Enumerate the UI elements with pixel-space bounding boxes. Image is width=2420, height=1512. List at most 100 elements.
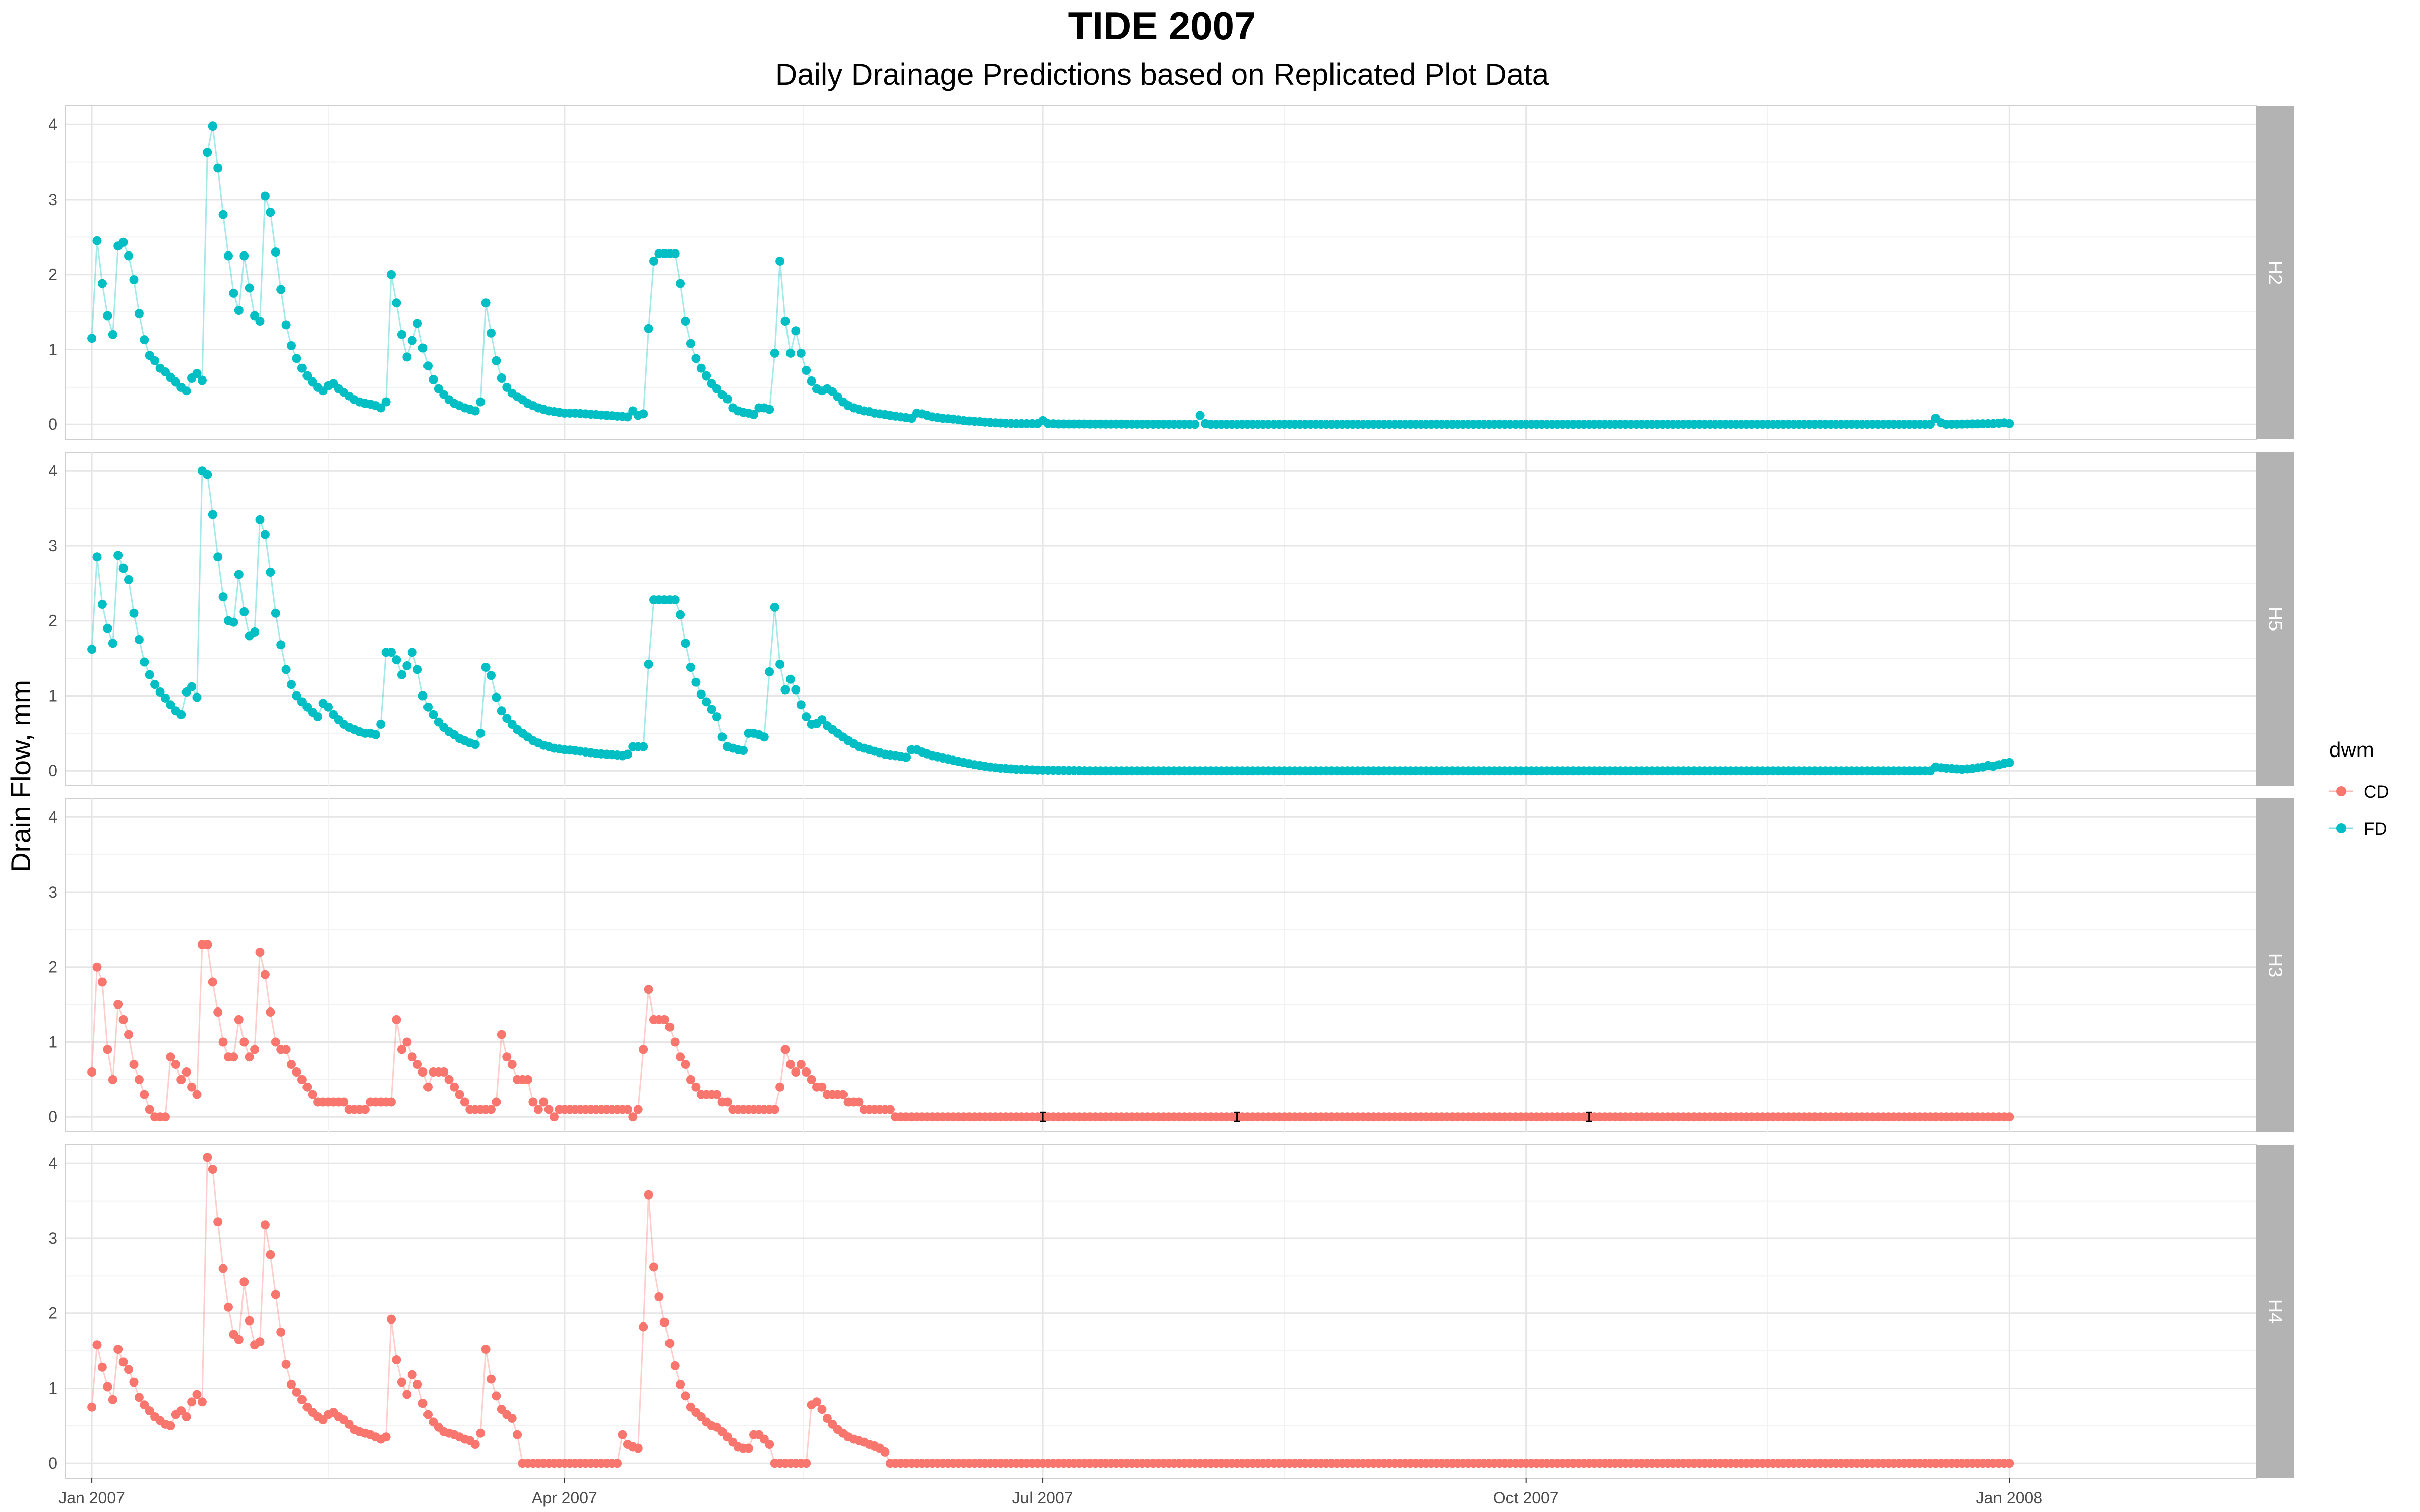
x-tick-label: Jan 2008	[1976, 1489, 2042, 1507]
data-point	[676, 1380, 685, 1389]
data-point	[765, 667, 774, 676]
data-point	[266, 1250, 275, 1259]
data-point	[297, 1395, 307, 1404]
data-point	[150, 356, 159, 365]
data-point	[770, 349, 779, 358]
data-point	[408, 1052, 417, 1061]
data-point	[208, 1165, 217, 1174]
data-point	[261, 530, 270, 539]
data-point	[87, 1403, 96, 1412]
data-point	[2005, 419, 2014, 428]
data-point	[382, 1432, 391, 1441]
data-point	[807, 376, 816, 386]
data-point	[219, 210, 228, 219]
data-point	[219, 592, 228, 601]
data-point	[119, 238, 128, 247]
data-point	[802, 1459, 811, 1468]
data-point	[135, 309, 144, 318]
data-point	[140, 335, 149, 344]
data-point	[208, 121, 217, 131]
data-point	[775, 660, 784, 669]
y-tick-label: 2	[48, 958, 57, 976]
data-point	[271, 1038, 280, 1047]
legend-item-CD: CD	[2329, 782, 2389, 802]
data-point	[550, 1112, 559, 1121]
data-point	[182, 1412, 191, 1421]
data-point	[775, 257, 784, 266]
data-point	[418, 1399, 428, 1408]
data-point	[649, 257, 658, 266]
data-point	[676, 610, 685, 619]
data-point	[424, 703, 433, 712]
data-point	[376, 720, 385, 729]
x-tick-label: Apr 2007	[532, 1489, 597, 1507]
data-point	[681, 317, 690, 326]
data-point	[481, 298, 491, 307]
legend-key	[2336, 786, 2346, 796]
data-point	[455, 1090, 464, 1099]
data-point	[492, 356, 501, 365]
data-point	[408, 1370, 417, 1379]
chart-subtitle: Daily Drainage Predictions based on Repl…	[775, 57, 1549, 91]
data-point	[676, 1052, 685, 1061]
facet-strip-label: H5	[2265, 607, 2286, 632]
y-tick-label: 1	[48, 340, 57, 358]
data-point	[691, 1083, 700, 1092]
data-point	[339, 1098, 348, 1107]
data-point	[418, 1067, 428, 1077]
data-point	[224, 251, 233, 261]
data-point	[256, 1337, 265, 1346]
data-point	[697, 690, 706, 699]
data-point	[124, 1030, 133, 1039]
data-point	[402, 352, 411, 361]
data-point	[812, 1397, 821, 1406]
data-point	[261, 970, 270, 979]
data-point	[671, 249, 680, 258]
data-point	[791, 1067, 800, 1077]
data-point	[623, 1105, 632, 1114]
data-point	[239, 1277, 249, 1286]
chart-title: TIDE 2007	[1068, 4, 1256, 48]
data-point	[108, 1395, 117, 1404]
data-point	[276, 285, 285, 294]
data-point	[239, 1038, 249, 1047]
data-point	[203, 470, 212, 479]
data-point	[397, 1045, 406, 1054]
data-point	[487, 1375, 496, 1384]
data-point	[287, 680, 296, 689]
data-point	[387, 648, 396, 657]
data-point	[135, 1075, 144, 1084]
data-point	[171, 1060, 180, 1069]
data-point	[660, 1318, 669, 1327]
y-tick-label: 1	[48, 686, 57, 705]
data-point	[124, 575, 133, 584]
legend-key	[2336, 823, 2346, 833]
data-point	[817, 1405, 826, 1414]
data-point	[424, 1083, 433, 1092]
data-point	[208, 510, 217, 519]
data-point	[413, 319, 422, 328]
data-point	[224, 1303, 233, 1312]
data-point	[744, 1444, 753, 1453]
data-point	[644, 660, 653, 669]
data-point	[193, 693, 202, 702]
data-point	[176, 1075, 186, 1084]
data-point	[302, 1083, 312, 1092]
data-point	[87, 645, 96, 654]
data-point	[208, 978, 217, 987]
data-point	[113, 1345, 123, 1354]
panel-H2: 0 1 2 3 4 H2	[48, 106, 2294, 439]
data-point	[497, 373, 506, 383]
data-point	[292, 354, 301, 363]
data-point	[397, 330, 406, 339]
y-tick-label: 0	[48, 415, 57, 433]
y-axis-title: Drain Flow, mm	[5, 680, 36, 872]
data-point	[135, 635, 144, 644]
data-point	[634, 1444, 643, 1453]
data-point	[487, 1105, 496, 1114]
data-point	[802, 1067, 811, 1077]
data-point	[681, 639, 690, 648]
data-point	[702, 697, 711, 706]
data-point	[712, 712, 721, 721]
data-point	[460, 1098, 469, 1107]
